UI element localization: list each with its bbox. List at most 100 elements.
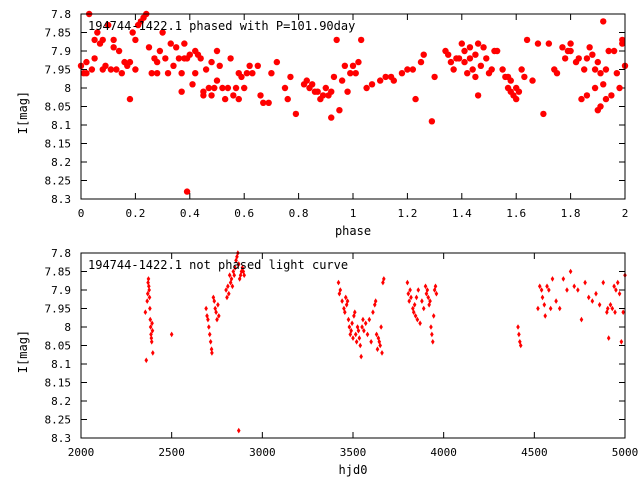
- data-point: [553, 70, 561, 77]
- data-point: [474, 92, 482, 99]
- data-point: [246, 62, 253, 69]
- data-point: [202, 66, 210, 73]
- y-tick-label: 8.1: [51, 358, 71, 371]
- data-point: [213, 47, 221, 55]
- data-point: [606, 335, 611, 341]
- data-point: [548, 305, 553, 312]
- data-point: [352, 70, 359, 77]
- data-point: [216, 302, 220, 308]
- y-tick-label: 7.95: [45, 64, 72, 77]
- data-point: [148, 316, 153, 323]
- y-tick-label: 7.8: [51, 8, 71, 21]
- y-tick-label: 8: [64, 82, 71, 95]
- data-point: [181, 40, 188, 47]
- data-point: [616, 84, 623, 92]
- data-point: [420, 298, 424, 304]
- data-point: [529, 77, 536, 84]
- data-point: [545, 283, 549, 290]
- data-point: [330, 73, 338, 81]
- data-point: [428, 118, 436, 125]
- data-point: [369, 339, 373, 345]
- data-point: [207, 331, 212, 338]
- data-point: [517, 331, 521, 338]
- data-point: [232, 272, 237, 278]
- data-point: [466, 44, 474, 51]
- data-point: [148, 70, 155, 77]
- data-point: [359, 353, 363, 360]
- data-point: [377, 77, 384, 84]
- y-tick-label: 8.25: [45, 175, 72, 188]
- data-point: [102, 62, 109, 69]
- data-point: [614, 287, 618, 293]
- y-tick-label: 8.2: [51, 395, 71, 408]
- data-point: [344, 302, 349, 308]
- data-point: [434, 290, 439, 297]
- data-point: [257, 92, 264, 99]
- data-point: [219, 84, 226, 92]
- data-point: [547, 287, 551, 293]
- data-point: [347, 70, 354, 77]
- data-point: [287, 73, 294, 81]
- panel-2: 2000 2500 3000 3500 4000 4500 5000 7.8 7.85 7.9 7.…: [16, 247, 638, 477]
- y-tick-label: 8.3: [51, 193, 71, 206]
- data-point: [590, 298, 595, 304]
- data-point: [474, 40, 482, 47]
- data-point: [361, 316, 365, 323]
- data-point: [379, 324, 383, 330]
- data-point: [418, 320, 422, 327]
- data-point: [240, 265, 245, 271]
- data-point: [586, 294, 591, 301]
- data-point: [381, 279, 385, 286]
- x-tick-label: 1: [350, 207, 357, 220]
- data-point: [353, 309, 357, 315]
- x-tick-label: 0.4: [180, 207, 200, 220]
- data-point: [612, 283, 616, 290]
- data-point: [477, 62, 485, 69]
- data-point: [610, 47, 618, 55]
- data-points: [77, 10, 629, 195]
- data-point: [349, 62, 357, 69]
- data-point: [167, 40, 174, 47]
- data-point: [354, 339, 359, 345]
- data-point: [211, 84, 218, 92]
- data-point: [407, 298, 412, 304]
- data-point: [204, 305, 208, 312]
- data-point: [228, 279, 233, 286]
- data-point: [147, 287, 151, 293]
- data-point: [88, 66, 96, 73]
- data-point: [129, 29, 136, 36]
- data-point: [412, 95, 419, 103]
- data-point: [565, 287, 569, 293]
- x-tick-label: 1.2: [397, 207, 417, 220]
- data-point: [362, 327, 366, 334]
- y-tick-label: 8.3: [51, 432, 71, 445]
- data-point: [336, 107, 343, 114]
- data-point: [143, 309, 148, 315]
- data-point: [521, 73, 528, 81]
- data-point: [105, 21, 112, 29]
- data-point: [217, 313, 221, 319]
- data-point: [377, 339, 382, 345]
- data-point: [178, 88, 185, 95]
- data-point: [110, 36, 117, 44]
- data-point: [146, 276, 151, 282]
- data-point: [309, 81, 316, 88]
- data-point: [145, 298, 149, 304]
- data-point: [537, 283, 542, 290]
- data-point: [483, 55, 490, 62]
- data-point: [238, 272, 243, 278]
- data-point: [488, 66, 495, 73]
- plot-frame: [80, 13, 626, 200]
- y-tick-label: 8.05: [45, 101, 72, 114]
- data-point: [273, 58, 281, 66]
- data-point: [132, 66, 139, 73]
- data-point: [91, 36, 98, 44]
- data-point: [239, 268, 244, 275]
- data-point: [145, 44, 153, 51]
- data-point: [365, 331, 370, 338]
- data-point: [567, 40, 574, 47]
- data-point: [268, 70, 275, 77]
- data-point: [226, 290, 231, 297]
- data-point: [594, 290, 598, 297]
